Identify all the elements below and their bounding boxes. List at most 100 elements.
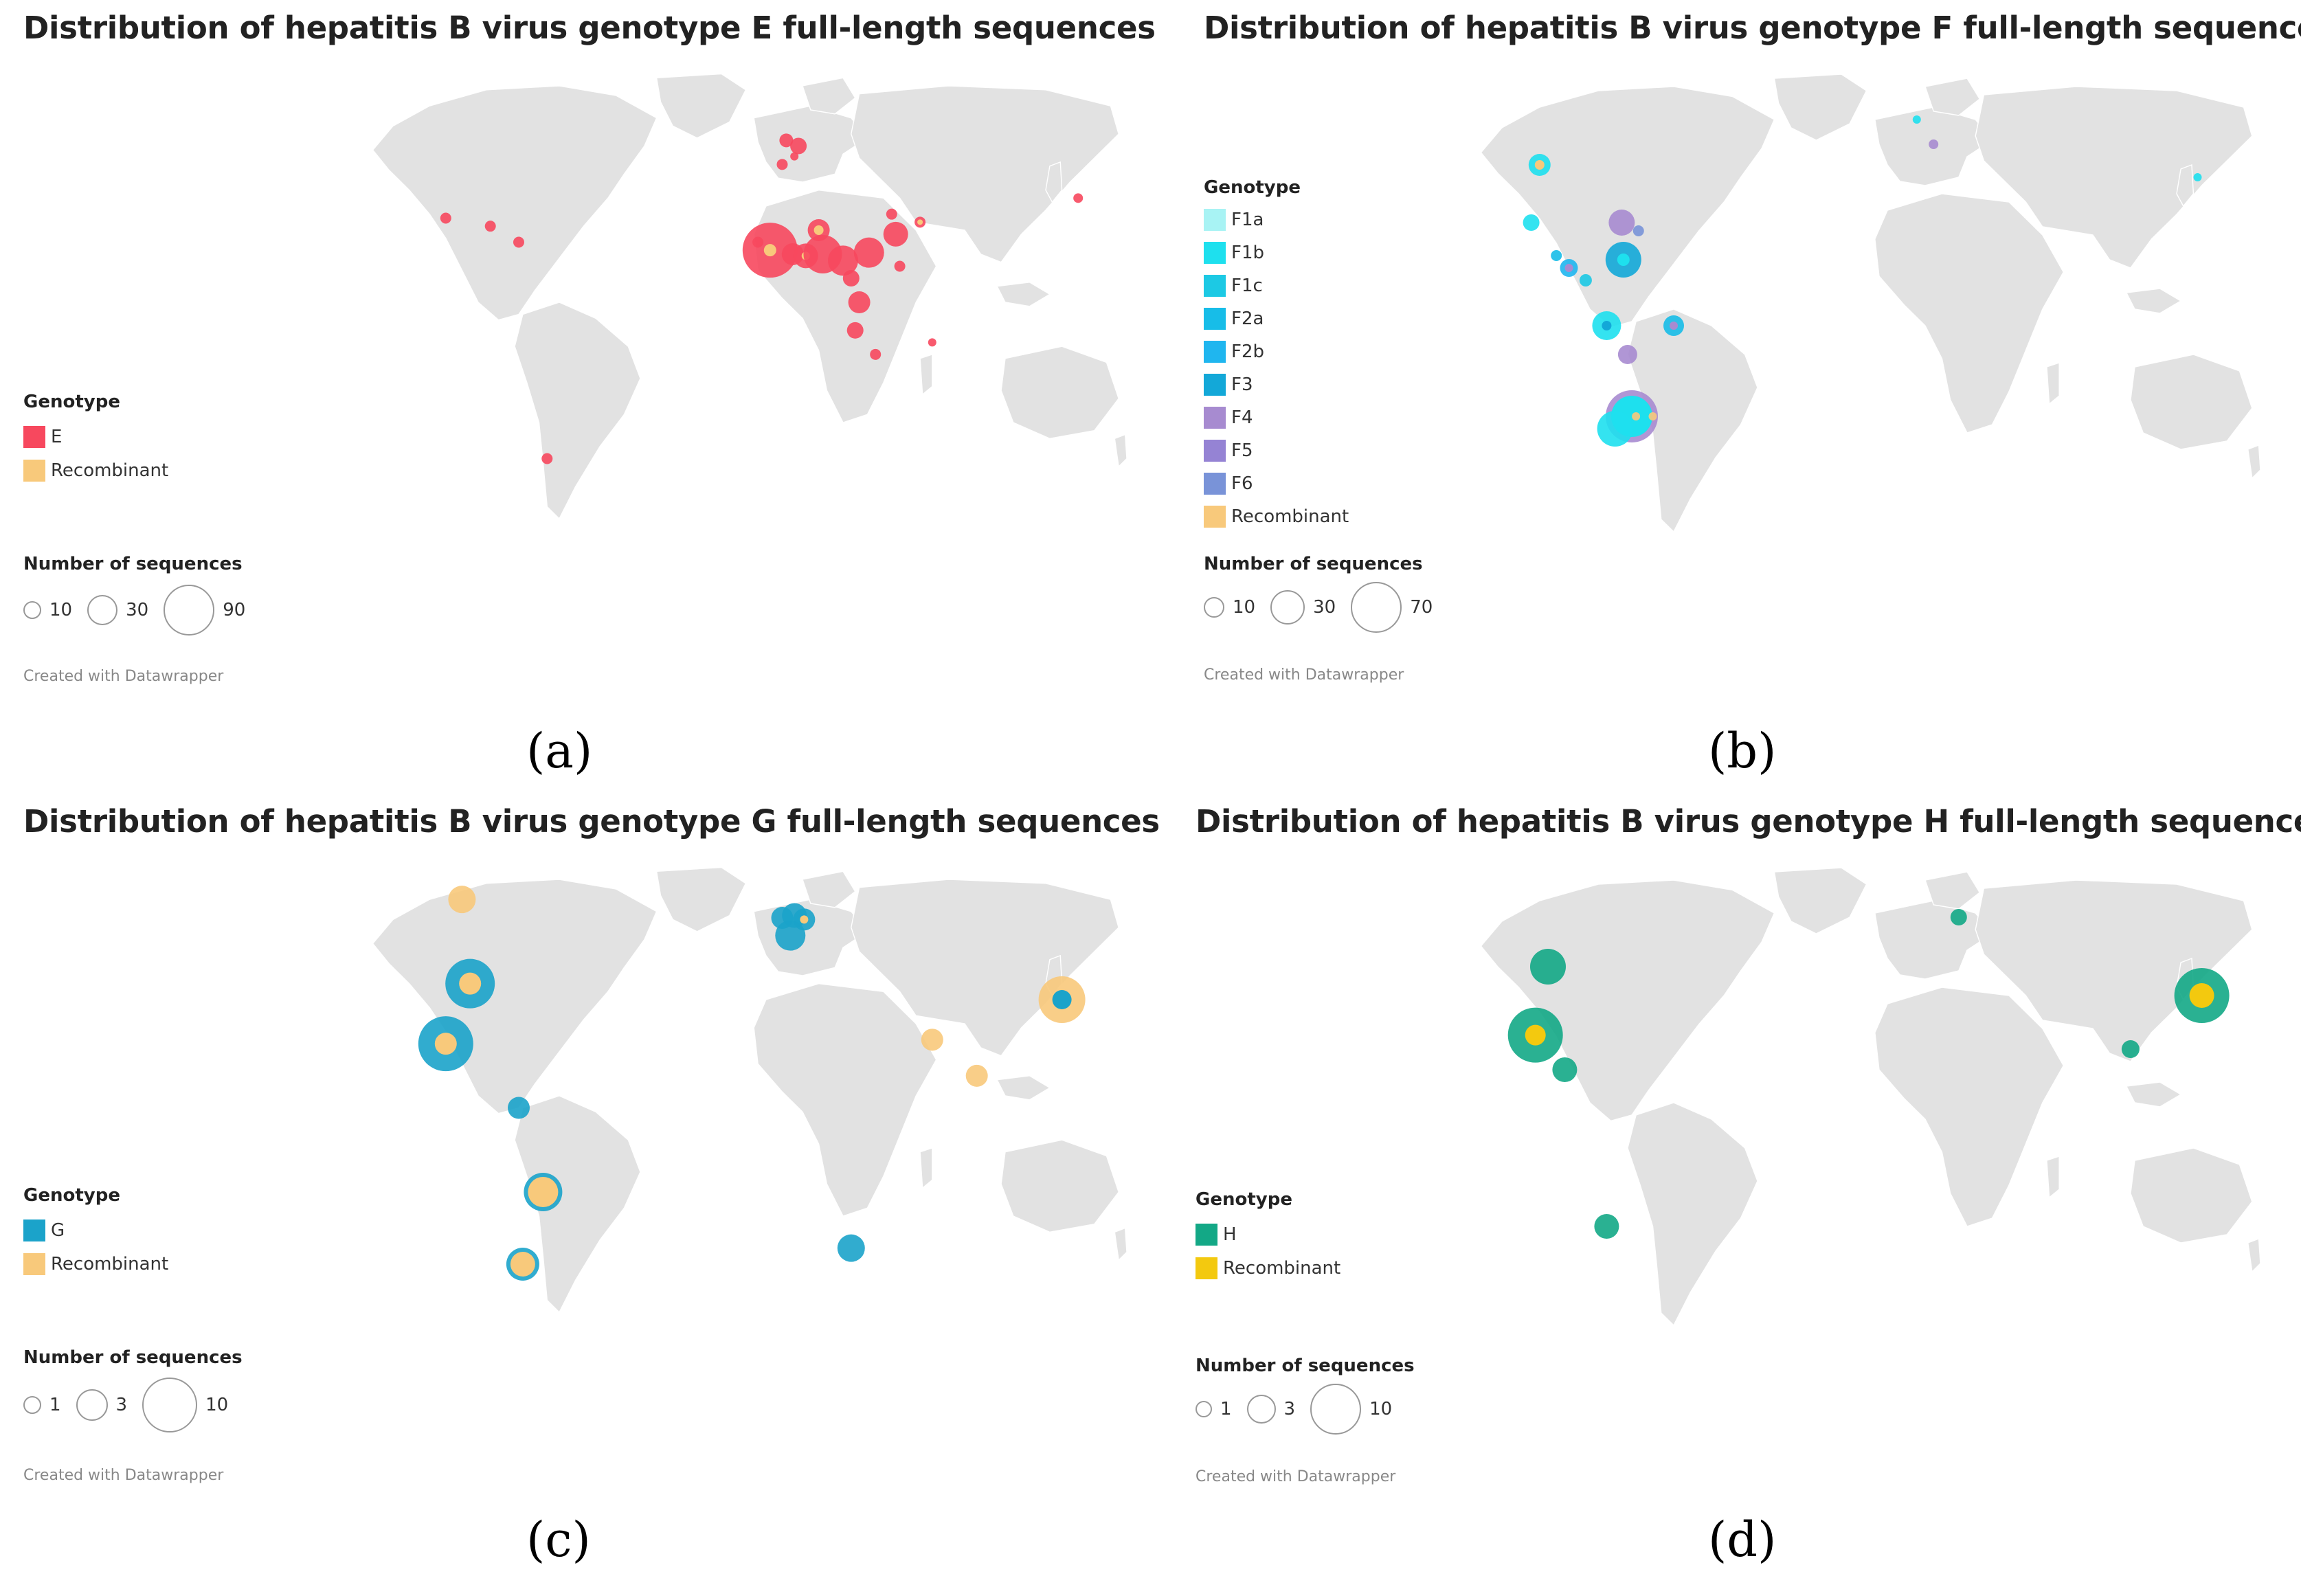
sequence-bubble	[1597, 411, 1633, 447]
size-circle-medium	[87, 595, 118, 625]
land-masses	[1480, 74, 2261, 533]
recombinant-bubble	[1525, 1024, 1546, 1046]
land-region	[1924, 871, 1981, 910]
sequence-bubble	[484, 221, 496, 232]
world-map	[1480, 867, 2261, 1327]
panel-title: Distribution of hepatitis B virus genoty…	[1204, 10, 2301, 46]
land-region	[1114, 1227, 1127, 1261]
legend-swatch	[1204, 440, 1226, 462]
world-map	[1480, 74, 2261, 533]
legend-swatch	[1204, 374, 1226, 396]
recombinant-bubble	[1670, 322, 1678, 330]
panel-a: Distribution of hepatitis B virus genoty…	[0, 0, 1156, 749]
legend-item-recombinant: Recombinant	[23, 1252, 168, 1277]
land-region	[372, 85, 658, 321]
sequence-bubble	[1950, 909, 1967, 925]
land-region	[919, 353, 933, 396]
world-map	[372, 866, 1127, 1314]
recombinant-bubble	[800, 915, 809, 924]
legend-swatch	[1196, 1224, 1217, 1246]
legend-swatch	[1204, 473, 1226, 495]
recombinant-bubble	[1617, 254, 1630, 266]
land-region	[1480, 86, 1775, 328]
recombinant-bubble	[1564, 264, 1573, 272]
sequence-bubble	[921, 1029, 943, 1051]
panel-label-b: (b)	[1708, 723, 1777, 779]
sequence-bubble	[508, 1097, 530, 1119]
recombinant-bubble	[2189, 983, 2214, 1008]
land-region	[1975, 86, 2253, 269]
land-region	[2247, 444, 2261, 480]
land-region	[514, 302, 641, 520]
land-region	[1773, 74, 1867, 141]
recombinant-bubble	[1534, 160, 1545, 170]
land-region	[753, 982, 937, 1217]
sequence-bubble	[1552, 1057, 1578, 1082]
recombinant-bubble	[528, 1177, 559, 1207]
sequence-bubble	[448, 886, 476, 914]
sequence-bubble	[837, 1234, 865, 1262]
size-legend: 1 3 10	[23, 1378, 243, 1432]
sequence-bubble	[1551, 250, 1562, 261]
land-masses	[372, 866, 1127, 1314]
sequence-bubble	[828, 245, 858, 276]
recombinant-bubble	[510, 1252, 535, 1277]
land-region	[2046, 362, 2060, 405]
sequence-bubble	[2121, 1040, 2140, 1058]
land-region	[1773, 867, 1867, 934]
panel-title: Distribution of hepatitis B virus genoty…	[23, 10, 1156, 46]
legend-item-recombinant: Recombinant	[1196, 1256, 1340, 1281]
size-circle-small	[23, 601, 41, 619]
land-region	[655, 866, 747, 932]
recombinant-bubble	[459, 972, 482, 995]
bubbles	[1507, 909, 2230, 1239]
land-region	[753, 189, 937, 423]
size-circle-large	[1351, 582, 1402, 633]
legend-item-f1b: F1b	[1204, 240, 1264, 265]
land-masses	[372, 73, 1127, 520]
sequence-bubble	[2193, 173, 2202, 181]
sequence-bubble	[1632, 225, 1644, 236]
sequence-bubble	[1617, 345, 1637, 364]
legend-swatch	[23, 426, 45, 448]
recombinant-bubble	[1602, 321, 1612, 330]
legend-item-f5: F5	[1204, 438, 1253, 463]
genotype-legend-title: Genotype	[1204, 177, 1301, 198]
legend-item-f6: F6	[1204, 471, 1253, 496]
genotype-legend-title: Genotype	[1196, 1189, 1292, 1210]
land-region	[1874, 193, 2065, 434]
legend-item-f3: F3	[1204, 372, 1253, 397]
panel-label-c: (c)	[526, 1511, 591, 1568]
sequence-bubble	[790, 152, 799, 161]
land-region	[2247, 1237, 2261, 1273]
size-circle-small	[1196, 1401, 1212, 1417]
credit: Created with Datawrapper	[23, 1467, 224, 1484]
sequence-bubble	[790, 137, 807, 155]
sequence-bubble	[870, 348, 882, 360]
legend-swatch	[1204, 341, 1226, 363]
land-region	[919, 1147, 933, 1189]
land-region	[1114, 434, 1127, 468]
recombinant-bubble	[1052, 990, 1072, 1009]
legend-item-f2b: F2b	[1204, 339, 1264, 364]
size-legend-title: Number of sequences	[23, 1347, 243, 1368]
legend-item-recombinant: Recombinant	[23, 458, 168, 483]
legend-item-f1c: F1c	[1204, 273, 1263, 298]
sequence-bubble	[848, 291, 871, 313]
panel-d: Distribution of hepatitis B virus genoty…	[1175, 794, 2301, 1542]
sequence-bubble	[883, 221, 908, 247]
land-region	[1480, 879, 1775, 1122]
sequence-bubble	[1579, 274, 1592, 286]
legend-swatch	[1204, 242, 1226, 264]
size-circle-medium	[1246, 1395, 1276, 1424]
genotype-legend-title: Genotype	[23, 392, 120, 412]
sequence-bubble	[1608, 210, 1635, 236]
size-legend-title: Number of sequences	[1196, 1356, 1415, 1376]
legend-item-h: H	[1196, 1222, 1237, 1247]
land-region	[851, 879, 1119, 1057]
land-region	[2125, 1081, 2182, 1108]
sequence-bubble	[853, 237, 884, 268]
legend-item-f1a: F1a	[1204, 207, 1264, 232]
bubbles	[1523, 115, 2202, 447]
legend-swatch	[1204, 209, 1226, 231]
